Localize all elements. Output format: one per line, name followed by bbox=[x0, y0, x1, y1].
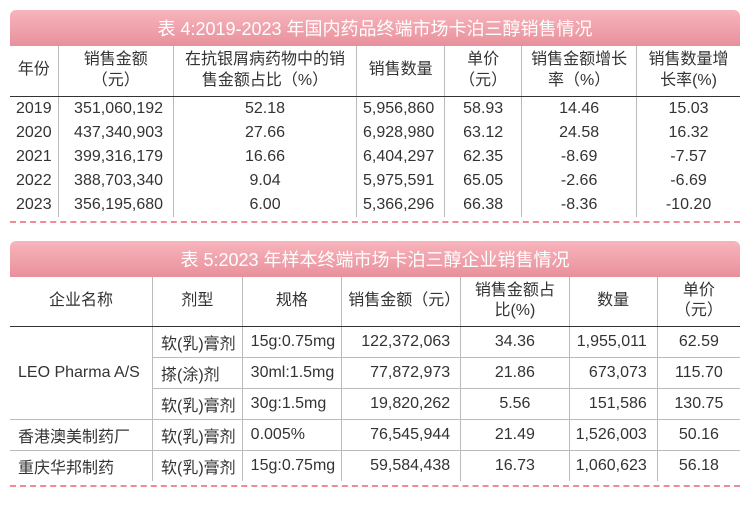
company-cell: LEO Pharma A/S bbox=[10, 327, 153, 420]
table-row: LEO Pharma A/S 软(乳)膏剂 15g:0.75mg 122,372… bbox=[10, 327, 740, 358]
t4-h-price: 单价（元） bbox=[445, 46, 522, 96]
t5-h-amount: 销售金额（元） bbox=[342, 277, 461, 327]
table4-block: 表 4:2019-2023 年国内药品终端市场卡泊三醇销售情况 年份 销售金额（… bbox=[10, 10, 740, 223]
company-cell: 重庆华邦制药 bbox=[10, 451, 153, 482]
t4-h-agrowth: 销售金额增长率（%） bbox=[522, 46, 637, 96]
t4-h-amount: 销售金额（元） bbox=[58, 46, 173, 96]
table-row: 重庆华邦制药 软(乳)膏剂 15g:0.75mg 59,584,438 16.7… bbox=[10, 451, 740, 482]
divider bbox=[10, 485, 740, 487]
t5-h-price: 单价（元） bbox=[657, 277, 740, 327]
table-row: 2023356,195,6806.005,366,29666.38-8.36-1… bbox=[10, 193, 740, 217]
company-cell: 香港澳美制药厂 bbox=[10, 420, 153, 451]
table-row: 2019351,060,19252.185,956,86058.9314.461… bbox=[10, 96, 740, 121]
t5-h-company: 企业名称 bbox=[10, 277, 153, 327]
t5-h-share: 销售金额占比(%) bbox=[461, 277, 569, 327]
table-row: 2022388,703,3409.045,975,59165.05-2.66-6… bbox=[10, 169, 740, 193]
table4-title: 表 4:2019-2023 年国内药品终端市场卡泊三醇销售情况 bbox=[10, 10, 740, 46]
table-row: 香港澳美制药厂 软(乳)膏剂 0.005% 76,545,944 21.49 1… bbox=[10, 420, 740, 451]
t4-h-qgrowth: 销售数量增长率(%) bbox=[637, 46, 740, 96]
t5-h-qty: 数量 bbox=[569, 277, 657, 327]
table5-title: 表 5:2023 年样本终端市场卡泊三醇企业销售情况 bbox=[10, 241, 740, 277]
t4-h-qty: 销售数量 bbox=[357, 46, 445, 96]
t5-h-form: 剂型 bbox=[153, 277, 243, 327]
t4-h-year: 年份 bbox=[10, 46, 58, 96]
divider bbox=[10, 221, 740, 223]
t5-h-spec: 规格 bbox=[242, 277, 342, 327]
t4-h-share: 在抗银屑病药物中的销售金额占比（%） bbox=[174, 46, 357, 96]
table-row: 2021399,316,17916.666,404,29762.35-8.69-… bbox=[10, 145, 740, 169]
table5: 企业名称 剂型 规格 销售金额（元） 销售金额占比(%) 数量 单价（元） LE… bbox=[10, 277, 740, 482]
table-row: 2020437,340,90327.666,928,98063.1224.581… bbox=[10, 121, 740, 145]
table4: 年份 销售金额（元） 在抗银屑病药物中的销售金额占比（%） 销售数量 单价（元）… bbox=[10, 46, 740, 217]
table5-block: 表 5:2023 年样本终端市场卡泊三醇企业销售情况 企业名称 剂型 规格 销售… bbox=[10, 241, 740, 488]
